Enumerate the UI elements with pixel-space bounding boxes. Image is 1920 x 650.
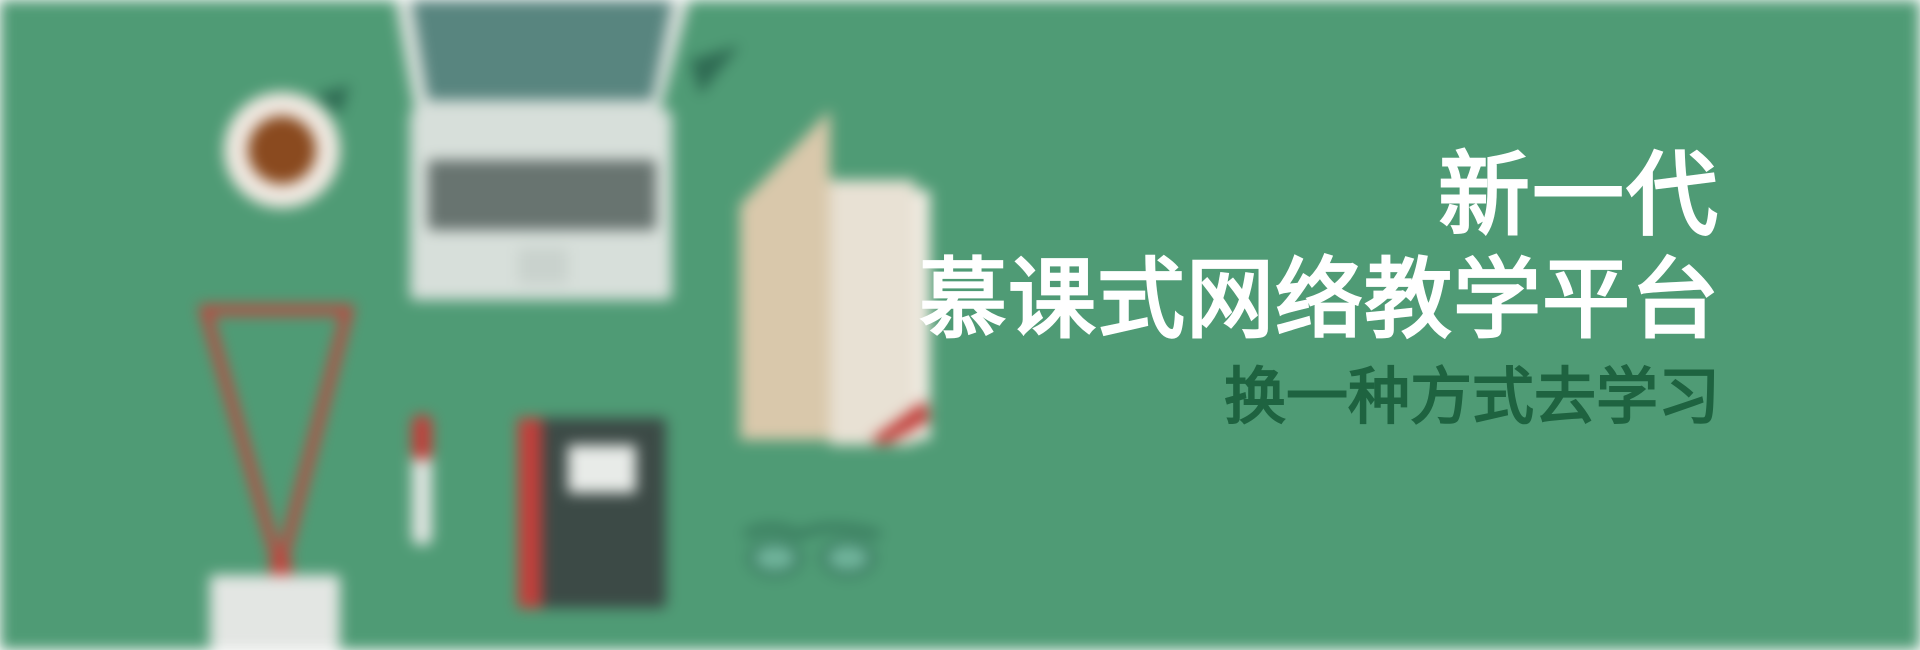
tagline: 换一种方式去学习: [1223, 360, 1720, 433]
headline-line2: 慕课式网络教学平台: [918, 248, 1720, 351]
glasses-icon: [743, 524, 881, 577]
notebook-icon: [518, 418, 666, 608]
pen-icon: [412, 415, 432, 545]
headline-block: 新一代 慕课式网络教学平台 换一种方式去学习: [919, 150, 1720, 428]
headline-line1: 新一代: [1437, 142, 1720, 249]
laptop-icon: [395, 0, 740, 300]
folder-icon: [740, 110, 930, 445]
lanyard-badge-icon: [198, 305, 355, 650]
coffee-cup-icon: [224, 85, 350, 208]
